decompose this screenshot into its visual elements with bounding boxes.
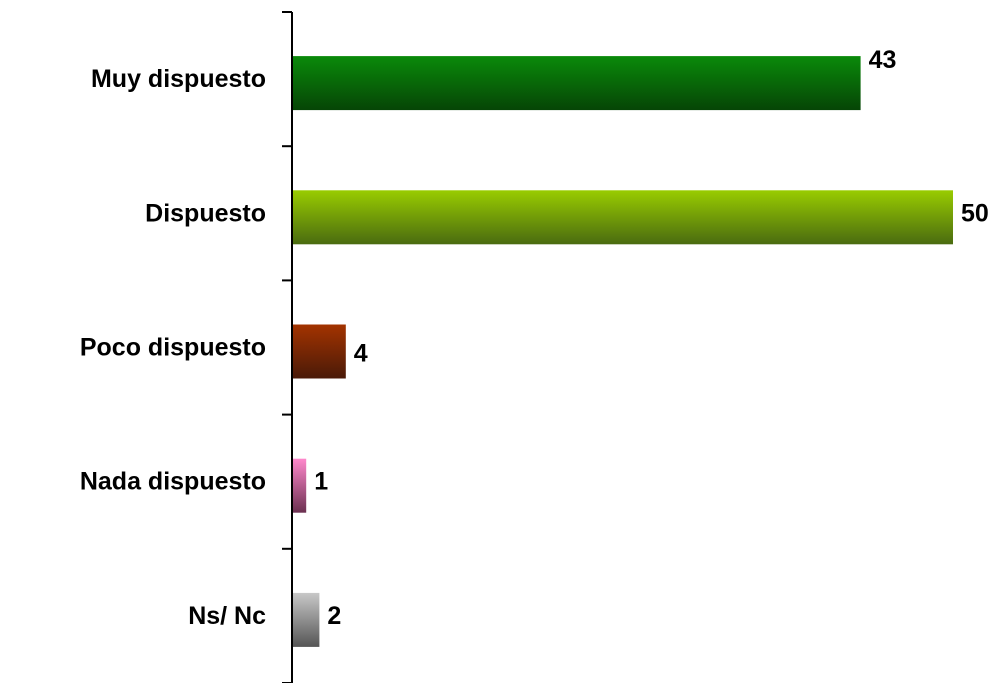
- data-labels: 43 50 4 1 2: [314, 46, 989, 630]
- data-label: 1: [314, 468, 328, 496]
- bar-2: [293, 324, 346, 379]
- bar-4: [293, 592, 320, 647]
- data-label: 50: [961, 199, 989, 227]
- category-labels: Muy dispuesto Dispuesto Poco dispuesto Nada…: [80, 65, 266, 630]
- data-label: 43: [869, 46, 897, 74]
- category-axis: [282, 11, 293, 683]
- category-label: Dispuesto: [145, 199, 266, 227]
- category-label: Muy dispuesto: [91, 65, 266, 93]
- data-label: 2: [327, 602, 341, 630]
- category-label: Ns/ Nc: [188, 602, 266, 630]
- bar-1: [293, 190, 953, 245]
- bars-group: [293, 56, 953, 647]
- bar-3: [293, 458, 307, 513]
- bar-0: [293, 56, 861, 111]
- category-label: Nada dispuesto: [80, 468, 266, 496]
- data-label: 4: [354, 340, 368, 368]
- category-label: Poco dispuesto: [80, 334, 266, 362]
